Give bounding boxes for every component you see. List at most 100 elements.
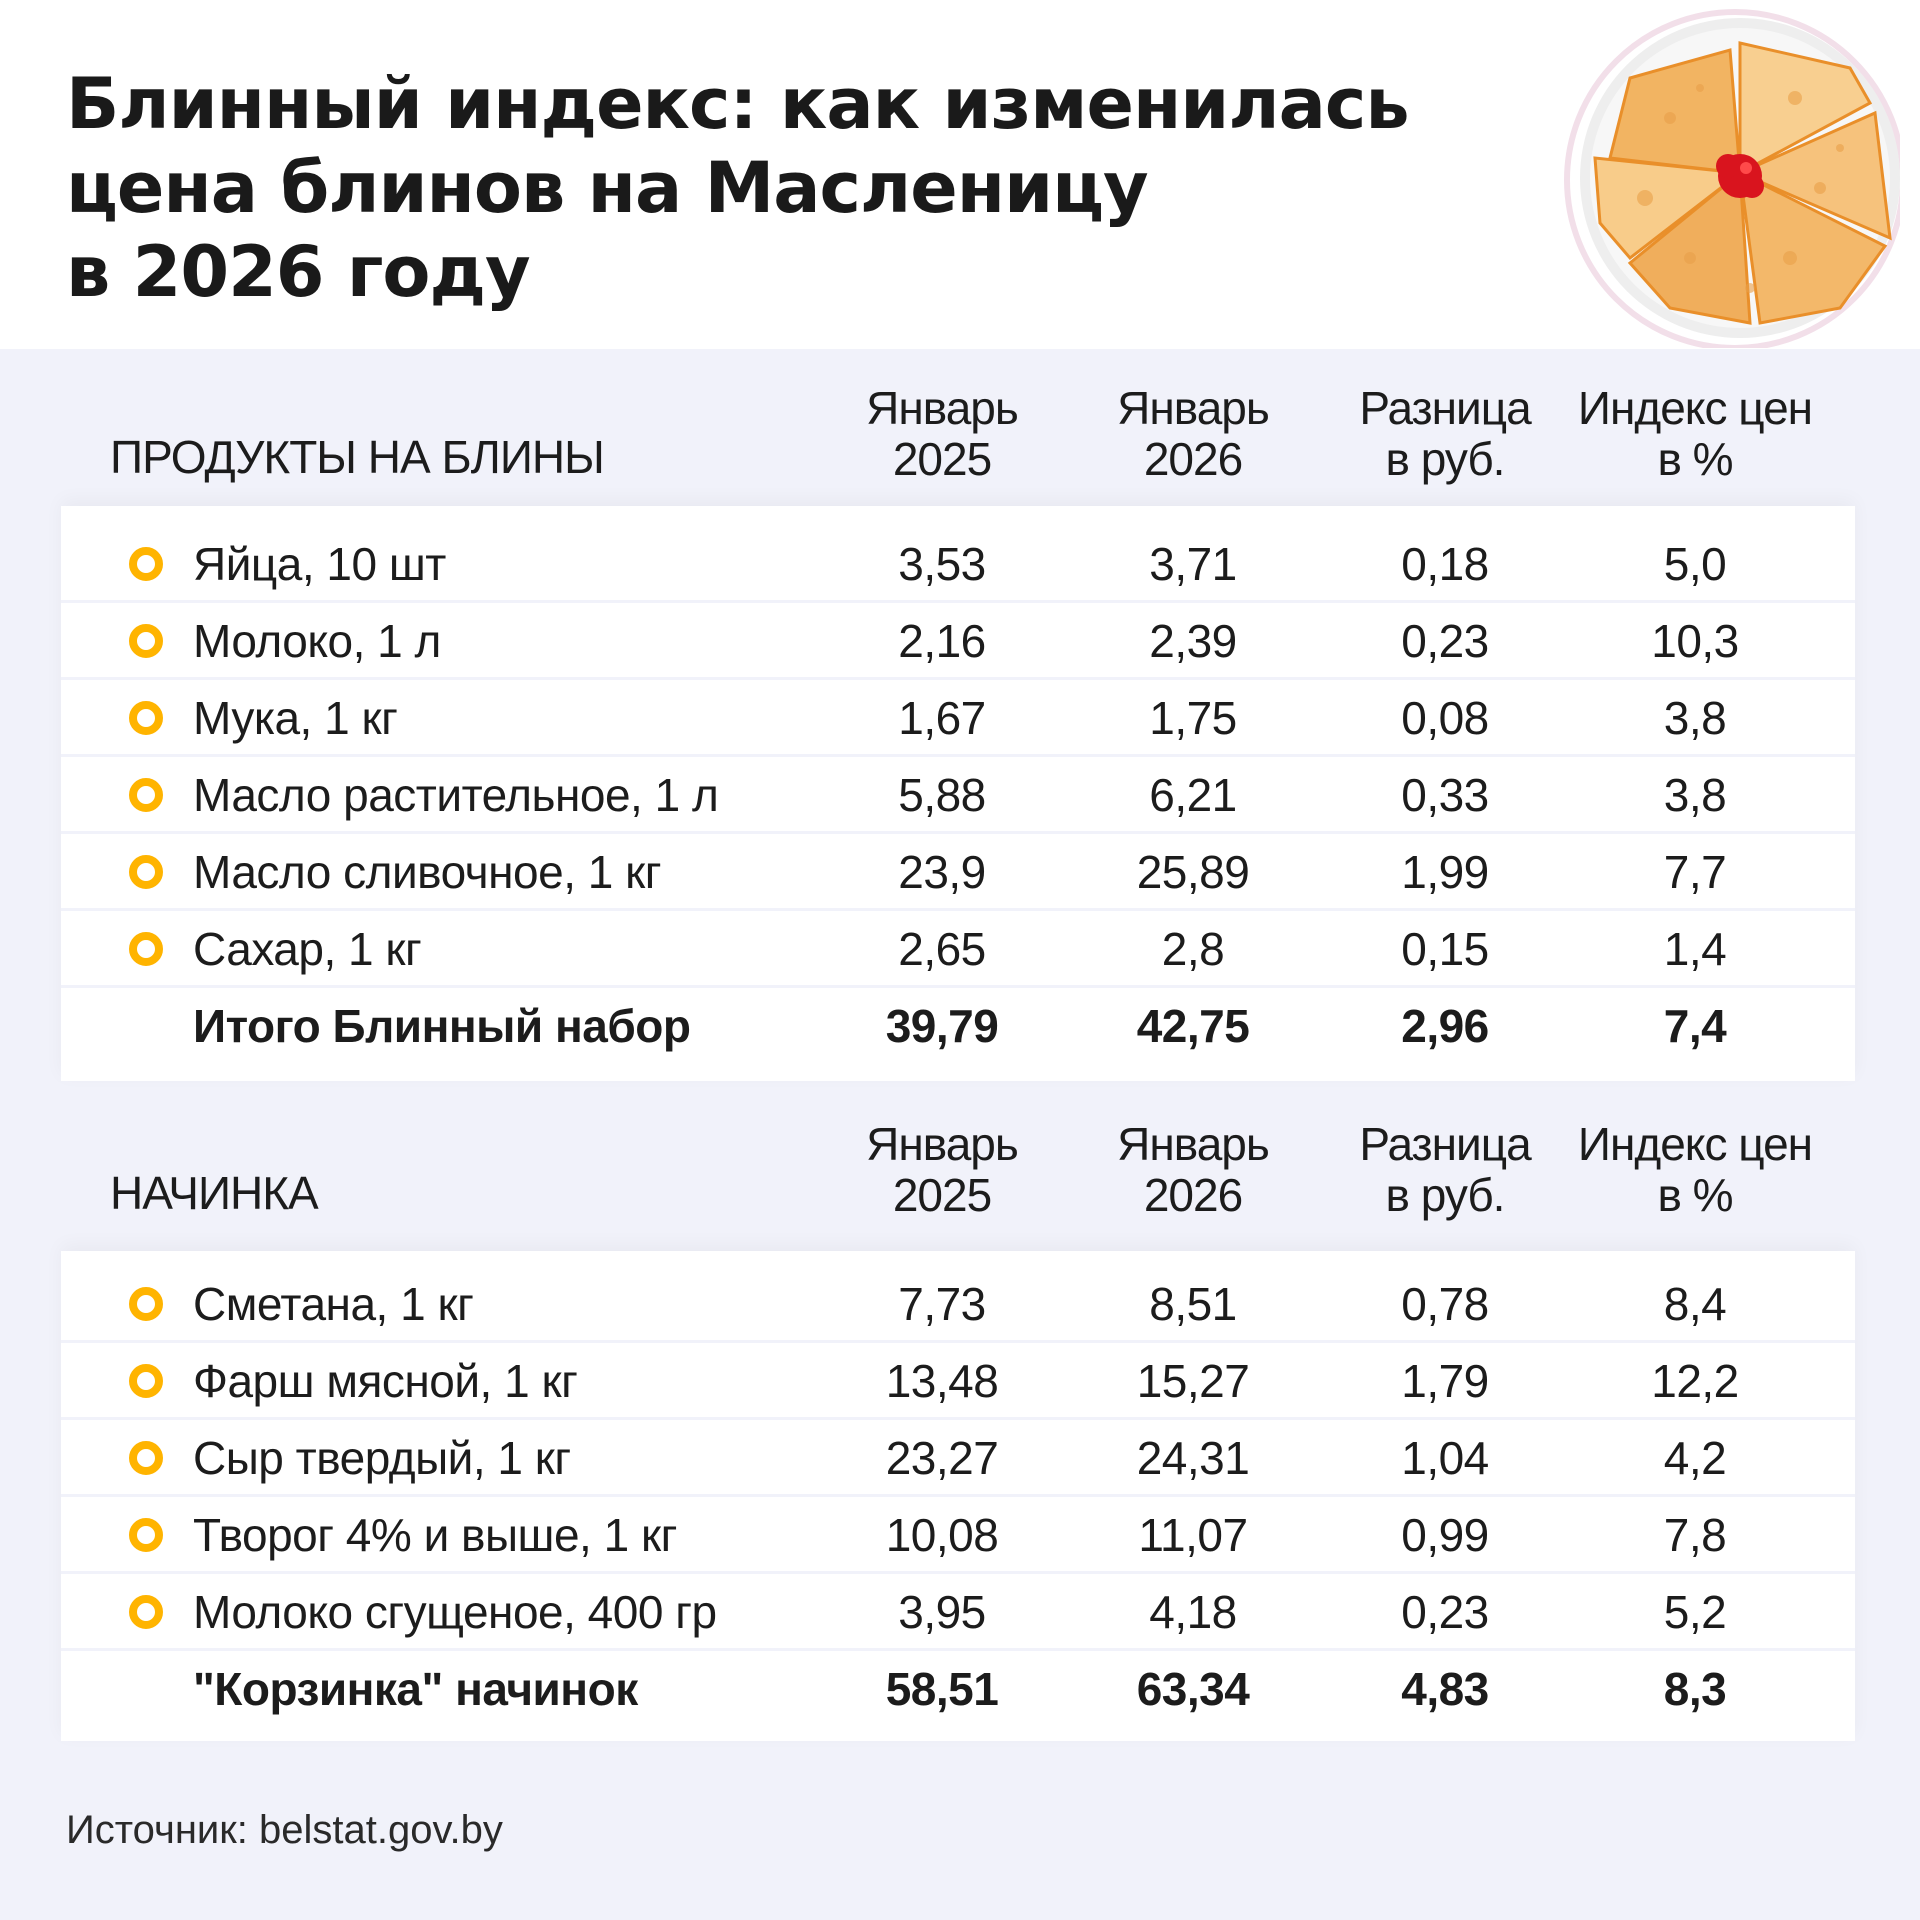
- value-jan-2026: 2,39: [1149, 615, 1237, 667]
- column-header-price-index: Индекс цен в %: [1570, 1119, 1820, 1221]
- table-total-row: "Корзинка" начинок 58,51 63,34 4,83 8,3: [61, 1651, 1855, 1728]
- bullet-ring-icon: [129, 855, 163, 889]
- value-index: 5,2: [1663, 1586, 1727, 1638]
- product-name: Молоко сгущеное, 400 гр: [193, 1586, 717, 1638]
- col-label: в руб.: [1385, 433, 1506, 485]
- value-jan-2026: 3,71: [1149, 538, 1237, 590]
- value-difference: 0,33: [1401, 769, 1489, 821]
- col-label: Январь: [1117, 1118, 1270, 1170]
- product-name: Масло сливочное, 1 кг: [193, 846, 662, 898]
- value-index: 5,0: [1663, 538, 1727, 590]
- col-label: в руб.: [1385, 1169, 1506, 1221]
- table-row: Сыр твердый, 1 кг 23,27 24,31 1,04 4,2: [61, 1420, 1855, 1497]
- product-name: Молоко, 1 л: [193, 615, 441, 667]
- value-jan-2026: 8,51: [1149, 1278, 1237, 1330]
- source-note: Источник: belstat.gov.by: [66, 1808, 503, 1852]
- value-jan-2025: 2,16: [898, 615, 986, 667]
- value-index: 10,3: [1651, 615, 1739, 667]
- bullet-ring-icon: [129, 701, 163, 735]
- product-name: Итого Блинный набор: [193, 1000, 691, 1052]
- table-row: Масло растительное, 1 л 5,88 6,21 0,33 3,8: [61, 757, 1855, 834]
- value-index: 3,8: [1663, 692, 1727, 744]
- col-label: в %: [1657, 433, 1733, 485]
- value-jan-2026: 11,07: [1138, 1509, 1248, 1561]
- column-header-jan-2026: Январь 2026: [1068, 383, 1318, 485]
- product-name: "Корзинка" начинок: [193, 1663, 638, 1715]
- bullet-ring-icon: [129, 1287, 163, 1321]
- product-name: Мука, 1 кг: [193, 692, 398, 744]
- table-row: Сахар, 1 кг 2,65 2,8 0,15 1,4: [61, 911, 1855, 988]
- col-label: 2025: [892, 1169, 992, 1221]
- value-jan-2025: 10,08: [885, 1509, 999, 1561]
- table-row: Молоко, 1 л 2,16 2,39 0,23 10,3: [61, 603, 1855, 680]
- bullet-ring-icon: [129, 1518, 163, 1552]
- section-heading-fillings: НАЧИНКА: [110, 1167, 319, 1219]
- page-title: Блинный индекс: как изменилась цена блин…: [66, 62, 1410, 314]
- column-header-jan-2026: Январь 2026: [1068, 1119, 1318, 1221]
- value-jan-2026: 4,18: [1149, 1586, 1237, 1638]
- value-jan-2025: 1,67: [898, 692, 986, 744]
- value-index: 8,4: [1663, 1278, 1727, 1330]
- value-difference: 1,04: [1401, 1432, 1489, 1484]
- value-difference: 2,96: [1401, 1000, 1489, 1052]
- bullet-ring-icon: [129, 932, 163, 966]
- product-name: Фарш мясной, 1 кг: [193, 1355, 578, 1407]
- value-difference: 0,23: [1401, 1586, 1489, 1638]
- value-jan-2025: 23,9: [898, 846, 986, 898]
- fillings-table: Сметана, 1 кг 7,73 8,51 0,78 8,4 Фарш мясной,…: [61, 1251, 1855, 1741]
- value-index: 7,7: [1663, 846, 1727, 898]
- value-jan-2025: 13,48: [885, 1355, 999, 1407]
- col-label: в %: [1657, 1169, 1733, 1221]
- value-jan-2025: 3,53: [898, 538, 986, 590]
- table-row: Молоко сгущеное, 400 гр 3,95 4,18 0,23 5,2: [61, 1574, 1855, 1651]
- col-label: 2026: [1143, 1169, 1243, 1221]
- value-jan-2026: 25,89: [1136, 846, 1250, 898]
- value-difference: 4,83: [1401, 1663, 1489, 1715]
- value-difference: 1,79: [1401, 1355, 1489, 1407]
- column-header-difference: Разница в руб.: [1320, 1119, 1570, 1221]
- value-index: 3,8: [1663, 769, 1727, 821]
- col-label: 2025: [892, 433, 992, 485]
- col-label: Январь: [866, 1118, 1019, 1170]
- value-index: 1,4: [1663, 923, 1727, 975]
- title-line: цена блинов на Масленицу: [66, 147, 1149, 229]
- title-line: в 2026 году: [66, 231, 531, 313]
- table-row: Масло сливочное, 1 кг 23,9 25,89 1,99 7,7: [61, 834, 1855, 911]
- product-name: Сыр твердый, 1 кг: [193, 1432, 571, 1484]
- col-label: Индекс цен: [1577, 1118, 1813, 1170]
- product-name: Творог 4% и выше, 1 кг: [193, 1509, 677, 1561]
- products-table: Яйца, 10 шт 3,53 3,71 0,18 5,0 Молоко, 1 л 2,1…: [61, 506, 1855, 1081]
- value-jan-2025: 3,95: [898, 1586, 986, 1638]
- table-total-row: Итого Блинный набор 39,79 42,75 2,96 7,4: [61, 988, 1855, 1065]
- bullet-ring-icon: [129, 1364, 163, 1398]
- column-header-difference: Разница в руб.: [1320, 383, 1570, 485]
- col-label: Разница: [1359, 382, 1531, 434]
- value-jan-2026: 6,21: [1149, 769, 1237, 821]
- table-row: Яйца, 10 шт 3,53 3,71 0,18 5,0: [61, 526, 1855, 603]
- column-header-jan-2025: Январь 2025: [817, 383, 1067, 485]
- value-jan-2026: 24,31: [1136, 1432, 1250, 1484]
- value-difference: 0,78: [1401, 1278, 1489, 1330]
- col-label: Январь: [1117, 382, 1270, 434]
- value-jan-2025: 2,65: [898, 923, 986, 975]
- col-label: 2026: [1143, 433, 1243, 485]
- pancake-plate-illustration: [1564, 9, 1900, 348]
- value-difference: 0,99: [1401, 1509, 1489, 1561]
- value-jan-2025: 39,79: [885, 1000, 999, 1052]
- section-heading-products: ПРОДУКТЫ НА БЛИНЫ: [110, 431, 605, 483]
- table-row: Сметана, 1 кг 7,73 8,51 0,78 8,4: [61, 1266, 1855, 1343]
- column-header-price-index: Индекс цен в %: [1570, 383, 1820, 485]
- col-label: Январь: [866, 382, 1019, 434]
- value-jan-2026: 42,75: [1136, 1000, 1250, 1052]
- value-index: 8,3: [1663, 1663, 1727, 1715]
- table-row: Мука, 1 кг 1,67 1,75 0,08 3,8: [61, 680, 1855, 757]
- value-difference: 0,18: [1401, 538, 1489, 590]
- value-jan-2025: 7,73: [898, 1278, 986, 1330]
- value-jan-2026: 15,27: [1136, 1355, 1250, 1407]
- value-difference: 0,23: [1401, 615, 1489, 667]
- table-row: Фарш мясной, 1 кг 13,48 15,27 1,79 12,2: [61, 1343, 1855, 1420]
- product-name: Масло растительное, 1 л: [193, 769, 719, 821]
- bullet-ring-icon: [129, 1595, 163, 1629]
- value-jan-2026: 63,34: [1136, 1663, 1250, 1715]
- value-jan-2025: 23,27: [885, 1432, 999, 1484]
